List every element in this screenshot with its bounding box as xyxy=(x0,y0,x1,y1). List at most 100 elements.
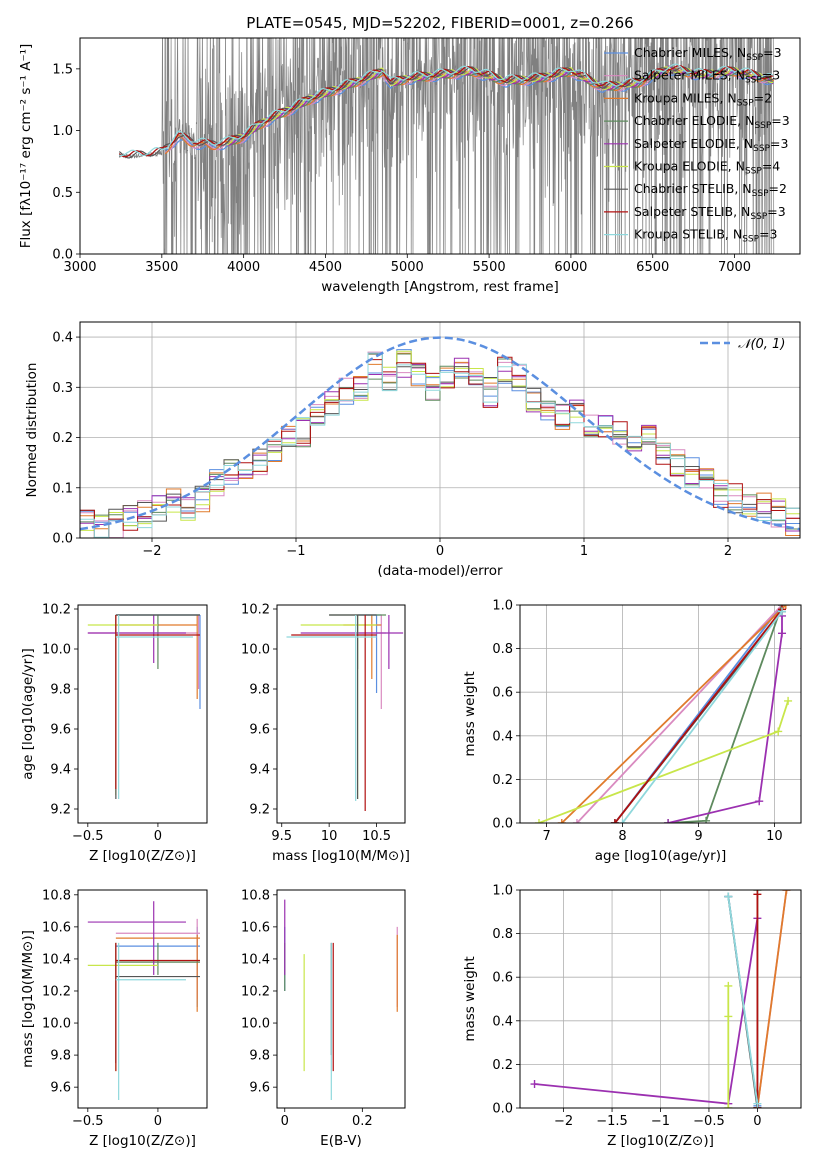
error-bar-plot-area xyxy=(286,614,404,811)
weight-marker xyxy=(724,892,733,901)
legend-subscript: SSP xyxy=(752,189,769,199)
axes-frame xyxy=(276,889,406,1109)
x-tick-label: 3500 xyxy=(145,260,178,275)
x-tick-label: 0 xyxy=(436,544,444,559)
error-bar-plot-area xyxy=(284,899,398,1100)
cumulative-weight-line xyxy=(727,896,759,1104)
age-vs-metallicity-panel: −0.5 0 9.2 9.4 9.6 9.8 10.0 10.2 Z [log10(Z/Z⊙)]… xyxy=(20,603,208,864)
mass-vs-metallicity-panel: −0.5 0 9.6 9.8 10.0 10.2 10.4 10.6 10.8 Z [log10(… xyxy=(20,888,208,1149)
legend-entry: Salpeter MILES, NSSP=3 xyxy=(634,68,780,86)
weight-marker xyxy=(702,816,711,823)
y-tick-label: 10.0 xyxy=(241,1017,270,1032)
y-tick-label: 10.4 xyxy=(42,952,71,967)
weight-marker xyxy=(778,629,787,638)
weight-marker xyxy=(755,797,764,806)
y-tick-label: 0.4 xyxy=(492,729,513,744)
x-axis-label: Z [log10(Z/Z⊙)] xyxy=(89,1133,196,1149)
y-tick-label: 9.8 xyxy=(249,683,270,698)
x-tick-label: 0 xyxy=(753,1114,761,1129)
spectrum-plot-area xyxy=(118,38,775,254)
legend-count: =3 xyxy=(770,136,788,151)
y-tick-label: 1.0 xyxy=(52,124,73,139)
cumulative-weight-line xyxy=(756,890,788,1108)
model-line-salpeter-miles xyxy=(164,69,774,153)
weight-marker xyxy=(724,1012,733,1021)
y-tick-label: 0.5 xyxy=(52,186,73,201)
error-bar-plot-area xyxy=(87,614,201,799)
legend-subscript: SSP xyxy=(750,212,767,222)
axes-frame xyxy=(79,37,801,255)
x-tick-label: −0.5 xyxy=(72,1114,104,1129)
x-tick-label: −2 xyxy=(142,544,161,559)
y-tick-label: 0.0 xyxy=(52,248,73,263)
x-tick-label: −2 xyxy=(554,1114,573,1129)
axes-frame xyxy=(77,889,208,1109)
legend-count: =3 xyxy=(762,68,780,83)
x-tick-label: 0.2 xyxy=(352,1114,373,1129)
y-tick-label: 1.5 xyxy=(52,62,73,77)
y-tick-label: 10.0 xyxy=(42,1017,71,1032)
legend-subscript: SSP xyxy=(754,121,771,131)
legend-count: =3 xyxy=(771,113,789,128)
y-axis-label: Flux [fλ10⁻¹⁷ erg cm⁻² s⁻¹ A⁻¹] xyxy=(18,44,34,249)
x-tick-label: 4000 xyxy=(227,260,260,275)
y-tick-label: 10.8 xyxy=(241,888,270,903)
y-tick-label: 0.6 xyxy=(492,971,513,986)
x-tick-label: −1 xyxy=(651,1114,670,1129)
x-tick-label: −0.5 xyxy=(693,1114,725,1129)
x-tick-label: 2 xyxy=(724,544,732,559)
weight-marker xyxy=(753,1099,762,1108)
weight-marker xyxy=(664,819,673,823)
y-axis-label: Normed distribution xyxy=(24,363,40,498)
y-tick-label: 9.4 xyxy=(249,763,270,778)
y-tick-label: 10.2 xyxy=(42,984,71,999)
y-tick-label: 0.8 xyxy=(492,642,513,657)
y-tick-label: 0.4 xyxy=(492,1014,513,1029)
x-tick-label: 9.5 xyxy=(271,829,292,844)
x-tick-label: 9 xyxy=(694,829,702,844)
histogram-plot-area xyxy=(80,336,800,538)
y-tick-label: 0.8 xyxy=(492,927,513,942)
y-tick-label: 9.8 xyxy=(249,1049,270,1064)
legend-entry: Salpeter ELODIE, NSSP=3 xyxy=(634,136,788,154)
legend-subscript: SSP xyxy=(742,235,759,245)
weight-marker xyxy=(784,696,793,705)
x-tick-label: 10 xyxy=(766,829,783,844)
weight-marker xyxy=(572,819,581,823)
axes-frame xyxy=(519,889,802,1109)
y-tick-label: 9.8 xyxy=(50,683,71,698)
x-tick-label: −0.5 xyxy=(72,829,104,844)
y-tick-label: 10.0 xyxy=(42,643,71,658)
x-tick-label: 1 xyxy=(580,544,588,559)
y-tick-label: 0.3 xyxy=(52,381,73,396)
weight-plot-area xyxy=(534,605,793,823)
y-tick-label: 9.6 xyxy=(249,723,270,738)
legend-subscript: SSP xyxy=(745,167,762,177)
legend-subscript: SSP xyxy=(737,98,754,108)
y-tick-label: 10.2 xyxy=(42,603,71,618)
legend-count: =2 xyxy=(769,181,787,196)
cumulative-weight-line xyxy=(561,605,787,823)
axes-frame xyxy=(276,604,406,824)
x-tick-label: 5000 xyxy=(391,260,424,275)
weight-marker xyxy=(753,890,762,899)
x-tick-label: 10.5 xyxy=(362,829,391,844)
y-tick-label: 0.1 xyxy=(52,481,73,496)
y-tick-label: 0.2 xyxy=(492,773,513,788)
y-tick-label: 1.0 xyxy=(492,599,513,614)
weight-vs-metallicity-panel: −2 −1.5 −1 −0.5 0 0.0 0.2 0.4 0.6 0.8 1.0 Z [log10(… xyxy=(462,884,802,1149)
x-tick-label: 0 xyxy=(281,1114,289,1129)
axes-frame xyxy=(77,604,208,824)
observed-spectrum-line xyxy=(118,38,775,254)
legend-count: =3 xyxy=(767,204,785,219)
x-tick-label: 10 xyxy=(321,829,338,844)
y-axis-label: mass weight xyxy=(462,956,478,1041)
weight-marker xyxy=(534,819,543,823)
residuals-panel: −2 −1 0 1 2 0.0 0.1 0.2 0.3 0.4 (data-model)/error… xyxy=(24,321,801,579)
spectrum-panel: 3000 3500 4000 4500 5000 5500 6000 6500 7000 0.0 0… xyxy=(18,37,801,295)
y-tick-label: 10.0 xyxy=(241,643,270,658)
y-tick-label: 9.6 xyxy=(249,1081,270,1096)
weight-marker xyxy=(530,1080,539,1089)
axes-frame xyxy=(79,321,801,539)
